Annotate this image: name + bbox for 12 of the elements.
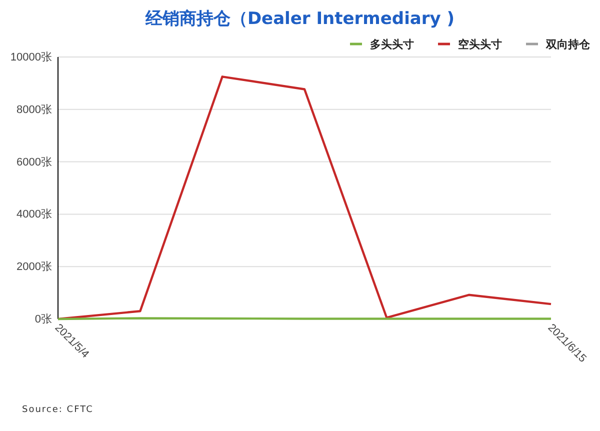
y-tick-label: 2000张 <box>16 260 52 274</box>
legend-label: 双向持仓 <box>545 38 591 51</box>
chart-title: 经销商持仓（Dealer Intermediary ) <box>144 9 455 29</box>
y-tick-label: 6000张 <box>16 155 52 168</box>
legend-label: 空头头寸 <box>458 38 502 51</box>
source-note: Source: CFTC <box>22 405 94 415</box>
y-tick-label: 0张 <box>34 312 52 326</box>
y-tick-label: 10000张 <box>10 50 52 64</box>
y-tick-label: 8000张 <box>16 102 52 116</box>
legend-label: 多头头寸 <box>370 38 414 51</box>
y-tick-label: 4000张 <box>16 208 52 221</box>
line-series <box>56 76 552 320</box>
